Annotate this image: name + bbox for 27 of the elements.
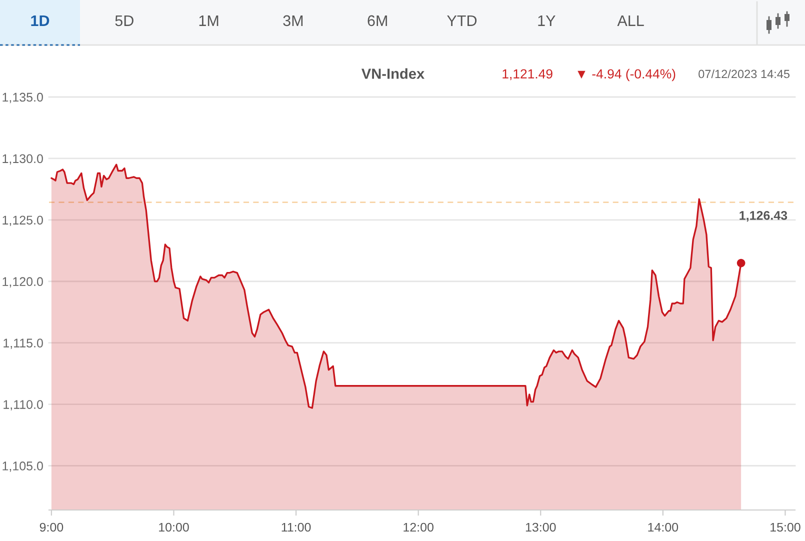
y-tick-label: 1,110.0: [4, 400, 43, 410]
text: ALL: [617, 15, 644, 26]
y-tick-label: 1,105.0: [2, 462, 43, 472]
x-tick-label: 12:00: [404, 522, 434, 532]
text: 1D: [31, 15, 50, 26]
y-tick-label: 1,135.0: [2, 92, 43, 104]
x-tick-label: 15:00: [770, 522, 800, 532]
ref-line-label: 1,126.43: [740, 211, 788, 222]
chart-title: VN-Index: [362, 68, 424, 79]
y-tick-label: 1,120.0: [2, 277, 43, 288]
text: YTD: [447, 15, 477, 26]
text: 1M: [199, 15, 218, 26]
y-tick-label: 1,115.0: [4, 338, 43, 349]
y-tick-label: 1,125.0: [2, 216, 43, 226]
text: 6M: [368, 15, 387, 26]
text: 1,121.49: [502, 69, 552, 80]
x-tick-label: 13:00: [526, 522, 556, 532]
x-tick-label: 10:00: [159, 522, 189, 532]
text: ▼ -4.94 (-0.44%): [578, 68, 676, 82]
text: 5D: [115, 15, 134, 26]
text: 3M: [283, 15, 303, 26]
y-tick-label: 1,130.0: [2, 154, 43, 165]
x-tick-label: 14:00: [648, 522, 678, 532]
text: 1Y: [538, 15, 556, 26]
x-tick-label: 9:00: [40, 522, 64, 532]
text: 07/12/2023 14:45: [698, 70, 790, 78]
x-tick-label: 11:00: [282, 522, 311, 532]
